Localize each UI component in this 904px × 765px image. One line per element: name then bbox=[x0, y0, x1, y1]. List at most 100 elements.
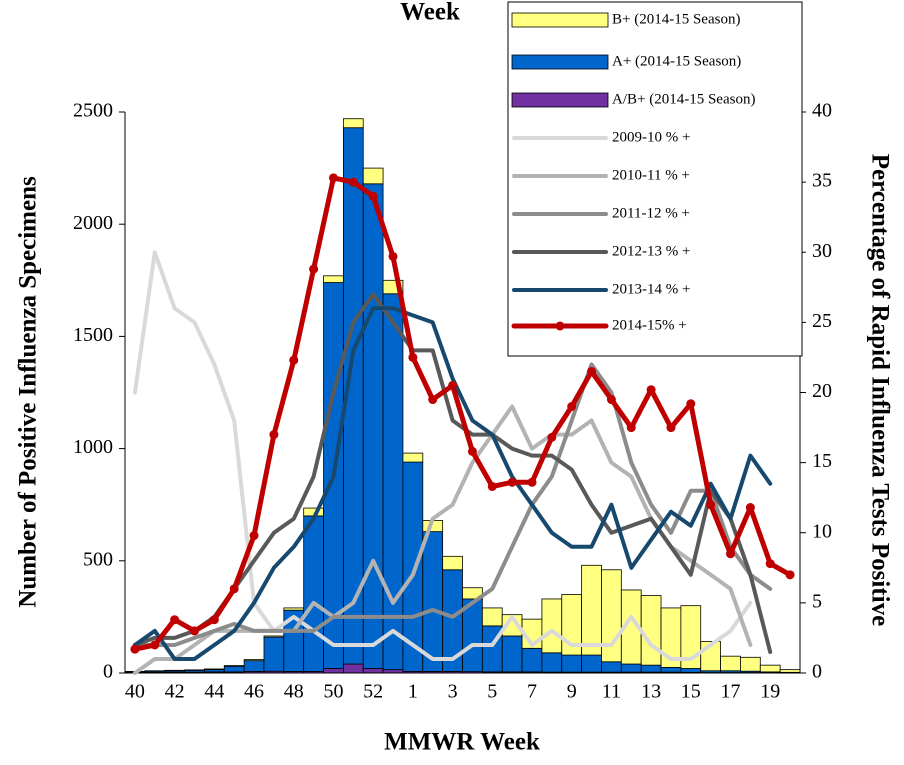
bar bbox=[243, 660, 265, 672]
bar bbox=[462, 587, 483, 600]
line-marker bbox=[507, 477, 517, 487]
x-tick-label: 46 bbox=[244, 681, 264, 703]
legend-label: B+ (2014-15 Season) bbox=[612, 11, 740, 27]
chart-title: Week bbox=[400, 0, 460, 26]
x-tick-label: 3 bbox=[448, 681, 458, 703]
legend-label: 2010-11 % + bbox=[612, 167, 690, 183]
line-marker bbox=[448, 380, 458, 390]
line-marker bbox=[130, 644, 140, 654]
bar bbox=[521, 647, 543, 673]
bar bbox=[223, 665, 245, 667]
line-marker bbox=[229, 584, 239, 594]
line-marker bbox=[170, 615, 180, 625]
line-marker bbox=[428, 395, 438, 405]
bar bbox=[740, 656, 761, 672]
bar bbox=[382, 293, 404, 671]
bar bbox=[243, 659, 265, 662]
y2-tick-label: 10 bbox=[812, 520, 832, 542]
line-marker bbox=[666, 423, 676, 433]
x-tick-label: 19 bbox=[760, 681, 780, 703]
x-tick-label: 50 bbox=[323, 681, 343, 703]
legend-label: 2012-13 % + bbox=[612, 243, 690, 259]
line-marker bbox=[706, 500, 716, 510]
line-marker bbox=[209, 615, 219, 625]
line-series bbox=[132, 292, 773, 654]
bar bbox=[362, 668, 384, 674]
bar bbox=[620, 663, 642, 673]
bar bbox=[501, 635, 523, 673]
bar bbox=[660, 666, 682, 673]
legend-label: 2014-15% + bbox=[612, 317, 687, 333]
bar bbox=[680, 605, 702, 669]
bar bbox=[442, 555, 463, 571]
x-tick-label: 52 bbox=[363, 681, 383, 703]
x-tick-label: 11 bbox=[602, 681, 621, 703]
legend-swatch bbox=[511, 12, 609, 28]
line-marker bbox=[547, 432, 557, 442]
line-series bbox=[132, 250, 753, 661]
y2-tick-label: 40 bbox=[812, 100, 832, 122]
line-series bbox=[132, 175, 793, 652]
legend-swatch bbox=[511, 54, 609, 70]
line-marker bbox=[269, 430, 279, 440]
bar bbox=[223, 665, 245, 673]
line-series bbox=[132, 404, 753, 675]
legend-label: 2013-14 % + bbox=[612, 281, 690, 297]
bar bbox=[581, 654, 602, 673]
bar bbox=[362, 167, 384, 185]
line-marker bbox=[646, 385, 656, 395]
bar bbox=[759, 664, 781, 673]
x-tick-label: 1 bbox=[408, 681, 418, 703]
legend-swatch bbox=[511, 92, 609, 108]
legend: B+ (2014-15 Season) A+ (2014-15 Season) A/… bbox=[507, 1, 803, 357]
line-marker bbox=[606, 395, 616, 405]
line-marker bbox=[189, 626, 199, 636]
bar bbox=[422, 531, 444, 672]
line-marker bbox=[249, 531, 259, 541]
bar bbox=[581, 564, 602, 656]
x-tick-label: 44 bbox=[204, 681, 224, 703]
y-tick-label: 2500 bbox=[73, 100, 113, 122]
bar bbox=[541, 652, 563, 673]
bar bbox=[263, 636, 285, 672]
x-axis-title: MMWR Week bbox=[384, 729, 540, 756]
y2-tick-label: 5 bbox=[812, 590, 822, 612]
bar bbox=[342, 118, 364, 129]
y-axis-title: Number of Positive Influenza Specimens bbox=[15, 176, 42, 608]
bar bbox=[601, 661, 622, 673]
line-marker bbox=[150, 640, 160, 650]
x-tick-label: 7 bbox=[527, 681, 537, 703]
x-tick-label: 48 bbox=[284, 681, 304, 703]
bar bbox=[283, 607, 305, 611]
x-tick-label: 13 bbox=[641, 681, 661, 703]
y-tick-label: 500 bbox=[83, 548, 113, 570]
bar bbox=[640, 595, 662, 666]
bar bbox=[323, 275, 344, 283]
bar bbox=[601, 569, 622, 663]
x-tick-label: 5 bbox=[487, 681, 497, 703]
line-series bbox=[132, 306, 773, 661]
bar bbox=[680, 668, 702, 673]
y2-axis-title: Percentage of Rapid Influenza Tests Posi… bbox=[866, 154, 893, 626]
line-marker bbox=[467, 446, 477, 456]
line-marker bbox=[567, 402, 577, 412]
bar bbox=[303, 515, 324, 672]
y-tick-label: 1000 bbox=[73, 436, 113, 458]
legend-marker bbox=[555, 321, 565, 331]
y-tick-label: 0 bbox=[103, 661, 113, 683]
legend-label: 2011-12 % + bbox=[612, 205, 690, 221]
line-marker bbox=[765, 559, 775, 569]
bar bbox=[362, 183, 384, 669]
line-marker bbox=[289, 355, 299, 365]
y2-tick-label: 0 bbox=[812, 661, 822, 683]
line-marker bbox=[785, 570, 795, 580]
bar bbox=[779, 669, 801, 673]
bar bbox=[382, 669, 404, 674]
line-marker bbox=[487, 481, 497, 491]
line-marker bbox=[348, 177, 358, 187]
line-marker bbox=[309, 264, 319, 274]
bar bbox=[342, 663, 364, 674]
line-marker bbox=[408, 352, 418, 362]
y-tick-label: 1500 bbox=[73, 324, 113, 346]
